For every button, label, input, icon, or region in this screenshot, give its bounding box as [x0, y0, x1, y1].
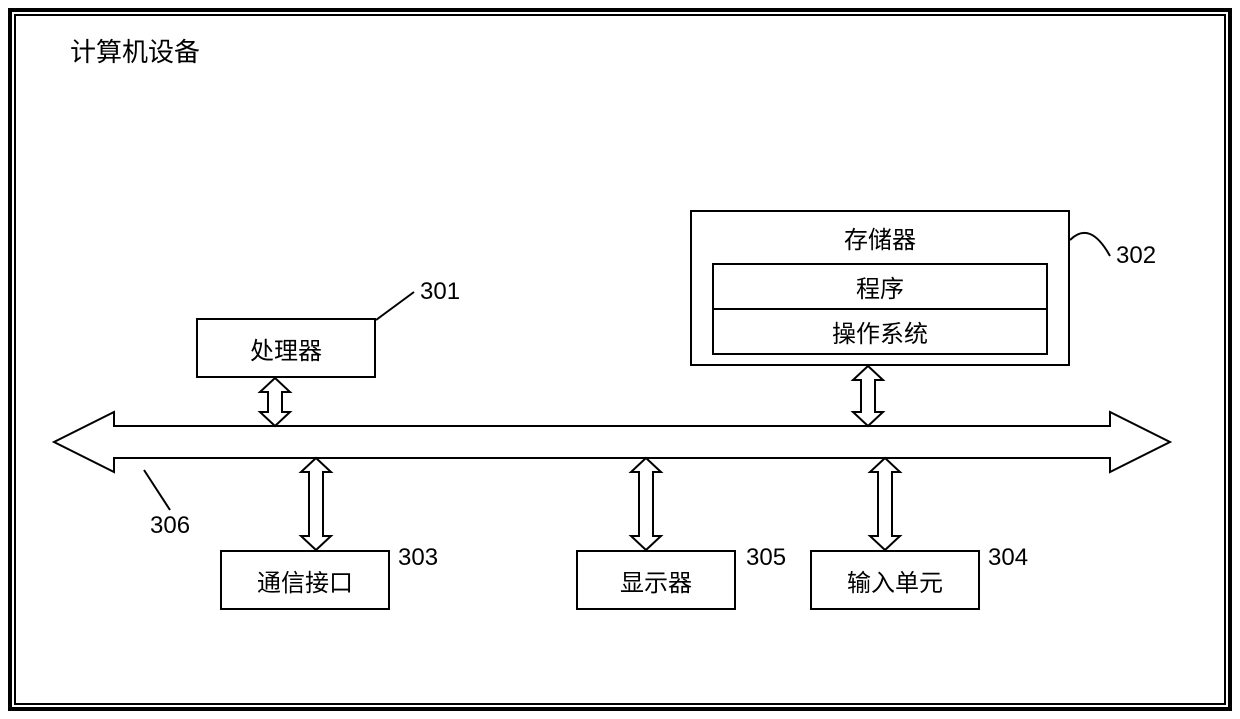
processor-label: 处理器 [250, 331, 322, 366]
processor-ref: 301 [420, 278, 460, 306]
memory-label: 存储器 [692, 212, 1068, 263]
bus-ref: 306 [150, 512, 190, 540]
input-unit-label: 输入单元 [847, 563, 943, 598]
memory-ref: 302 [1116, 242, 1156, 270]
diagram-title: 计算机设备 [70, 32, 200, 69]
memory-program: 程序 [714, 265, 1046, 308]
display-box: 显示器 [576, 550, 736, 610]
input-unit-ref: 304 [988, 544, 1028, 572]
diagram-stage: 计算机设备 处理器 301 存储器 程序 操作系统 302 通信接口 303 显… [20, 20, 1220, 700]
comm-interface-label: 通信接口 [257, 563, 353, 598]
memory-box: 存储器 程序 操作系统 [690, 210, 1070, 366]
comm-interface-ref: 303 [398, 544, 438, 572]
bus-label: 通信总线 [265, 428, 353, 460]
display-ref: 305 [746, 544, 786, 572]
memory-inner: 程序 操作系统 [712, 263, 1048, 355]
memory-os: 操作系统 [714, 308, 1046, 353]
comm-interface-box: 通信接口 [220, 550, 390, 610]
display-label: 显示器 [620, 563, 692, 598]
processor-box: 处理器 [196, 318, 376, 378]
input-unit-box: 输入单元 [810, 550, 980, 610]
